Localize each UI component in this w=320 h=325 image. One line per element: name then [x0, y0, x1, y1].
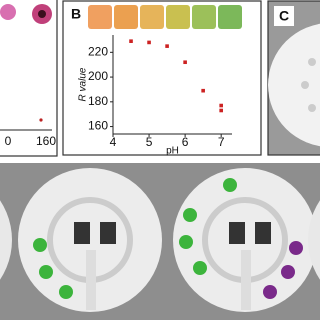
point — [219, 103, 223, 108]
panel-a: 0 160 — [0, 0, 58, 157]
point — [219, 108, 223, 113]
x-axis-label: pH — [166, 146, 179, 157]
x-tick-label: 4 — [110, 135, 117, 149]
panel-b: B — [62, 0, 262, 156]
x-tick-label: 7 — [218, 135, 225, 149]
x-tick-label: 0 — [5, 134, 12, 148]
y-axis-label: R value — [78, 67, 89, 101]
panel-label: B — [71, 6, 81, 22]
y-tick-label: 180 — [88, 94, 108, 108]
panel-label: C — [279, 8, 289, 24]
point — [129, 39, 133, 43]
point — [201, 88, 205, 93]
y-tick-label: 200 — [88, 69, 108, 83]
point — [147, 40, 151, 45]
y-tick-label: 220 — [88, 44, 108, 58]
x-tick-label: 160 — [36, 134, 56, 148]
point — [165, 44, 169, 48]
photos — [0, 163, 320, 320]
point — [183, 60, 187, 65]
panel-c: C — [267, 0, 320, 156]
x-tick-label: 5 — [146, 135, 153, 149]
y-tick-label: 160 — [88, 119, 108, 133]
x-tick-label: 6 — [182, 135, 189, 149]
plot: 160 180 200 220 4 5 6 7 pH R value — [78, 35, 232, 157]
